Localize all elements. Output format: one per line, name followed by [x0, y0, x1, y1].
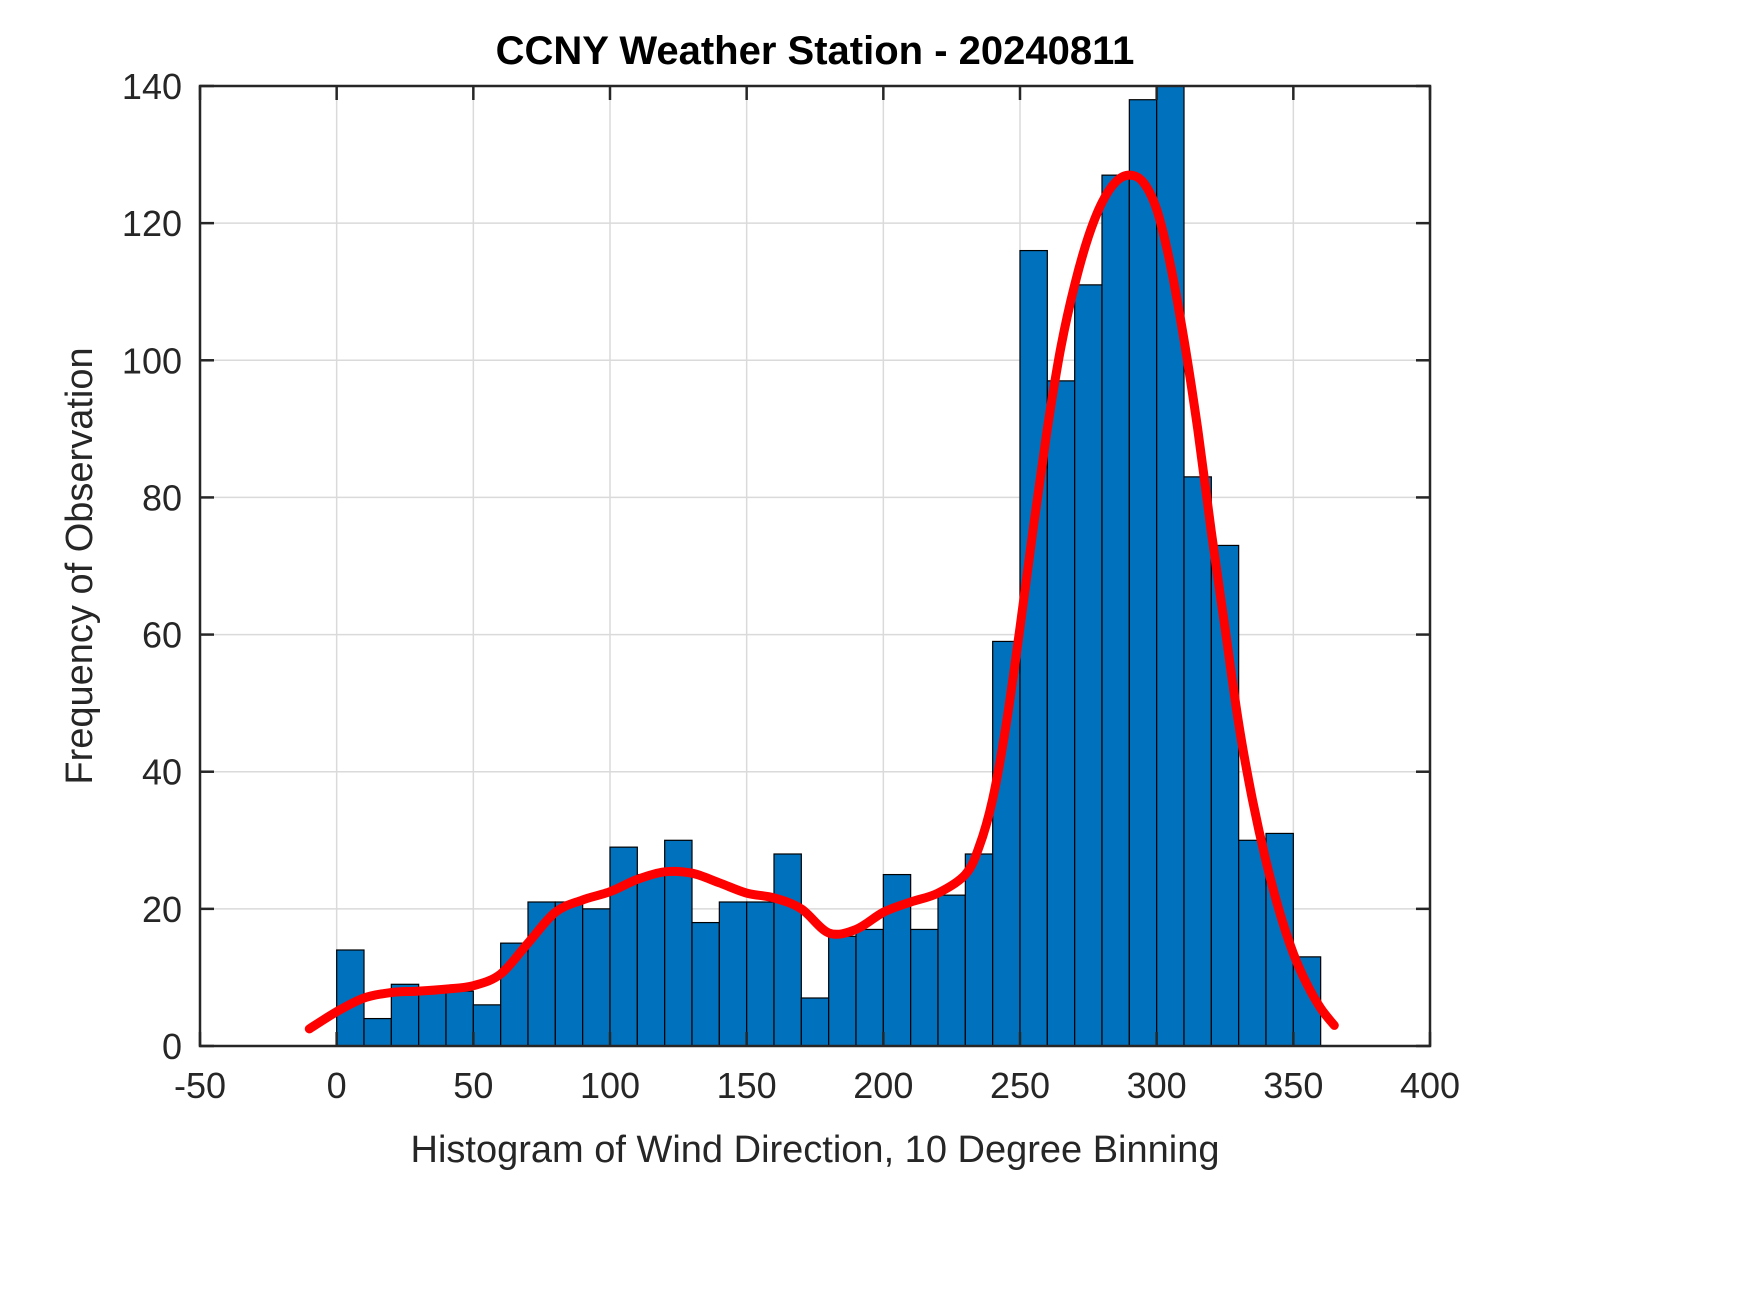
histogram-bar	[1046, 380, 1076, 1047]
y-tick-label: 60	[142, 615, 182, 656]
y-tick-label: 0	[162, 1026, 182, 1067]
x-tick-label: 400	[1400, 1065, 1460, 1106]
histogram-bar	[554, 901, 584, 1047]
histogram-bar	[1183, 476, 1212, 1047]
histogram-bar	[855, 928, 884, 1047]
x-tick-label: 50	[453, 1065, 493, 1106]
fit-curve	[304, 170, 1339, 1034]
curve-layer	[304, 170, 1339, 1034]
y-tick-label: 100	[122, 340, 182, 381]
axes-layer	[198, 84, 1432, 1048]
histogram-bar	[1019, 249, 1048, 1047]
plot-border	[198, 84, 1432, 1048]
histogram-bar	[418, 990, 447, 1047]
histogram-bar	[582, 908, 611, 1047]
tick-label-layer: -50 0 50 100 150 200 250 300 350 4000204060801001…	[122, 66, 1460, 1106]
y-tick-label: 80	[142, 477, 182, 518]
histogram-bar	[472, 1004, 502, 1047]
y-axis-label: Frequency of Observation	[59, 347, 101, 784]
bars-layer	[336, 85, 1322, 1047]
x-tick-label: 350	[1263, 1065, 1323, 1106]
histogram-bar	[746, 901, 775, 1047]
histogram-bar	[1238, 839, 1267, 1047]
x-axis-label: Histogram of Wind Direction, 10 Degree B…	[411, 1129, 1220, 1171]
histogram-bar	[1074, 284, 1103, 1047]
histogram-bar	[964, 853, 994, 1047]
histogram-bar	[718, 901, 748, 1047]
histogram-bar	[910, 928, 939, 1047]
chart-title: CCNY Weather Station - 20240811	[496, 29, 1135, 73]
histogram-bar	[937, 894, 966, 1047]
x-tick-label: 100	[580, 1065, 640, 1106]
histogram-bar	[773, 853, 802, 1047]
x-tick-label: -50	[174, 1065, 226, 1106]
histogram-bar	[363, 1017, 392, 1047]
histogram-bar	[828, 935, 857, 1047]
histogram-bar	[445, 990, 474, 1047]
y-tick-label: 120	[122, 203, 182, 244]
x-tick-label: 250	[990, 1065, 1050, 1106]
y-tick-label: 40	[142, 752, 182, 793]
histogram-bar	[1101, 174, 1130, 1047]
histogram-bar	[636, 873, 666, 1047]
histogram-bar	[800, 997, 830, 1047]
x-tick-label: 0	[327, 1065, 347, 1106]
x-tick-label: 300	[1127, 1065, 1187, 1106]
histogram-bar	[1128, 99, 1158, 1047]
histogram-bar	[691, 921, 720, 1047]
x-tick-label: 150	[717, 1065, 777, 1106]
y-tick-label: 20	[142, 889, 182, 930]
x-tick-label: 200	[853, 1065, 913, 1106]
y-tick-label: 140	[122, 66, 182, 107]
